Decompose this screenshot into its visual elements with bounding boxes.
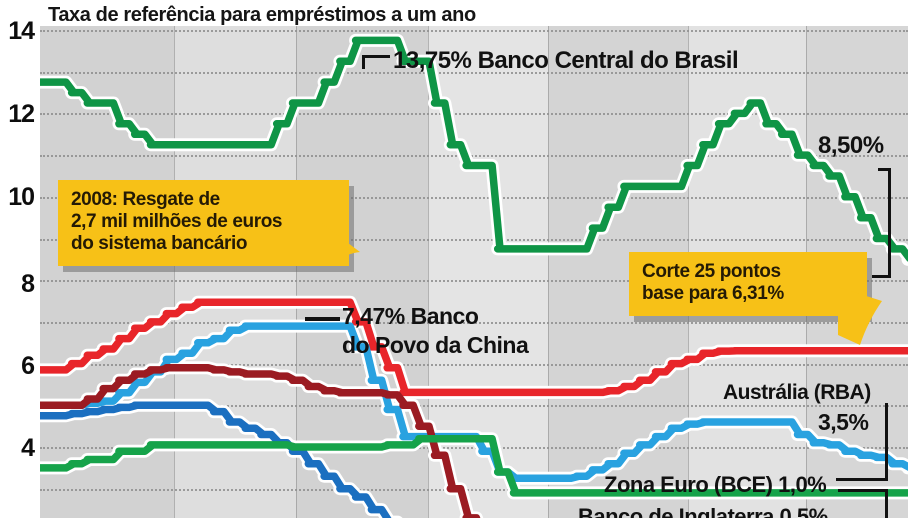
zona-euro-leader-down [885,489,888,518]
gridline [40,321,908,324]
chart-title: Taxa de referência para empréstimos a um… [48,4,476,26]
gridline [40,238,908,241]
gridline [40,196,908,199]
y-axis-tick-8: 8 [21,270,35,298]
callout-resgate-tail [320,222,360,266]
zona-euro-label: Zona Euro (BCE) 1,0% [604,472,827,497]
inglaterra-label: Banco de Inglaterra 0,5% [578,504,828,518]
gridline [40,488,908,491]
brasil-final-bracket-bottom [872,275,891,278]
vertical-divider [296,26,297,518]
brasil-final-value: 8,50% [818,132,884,159]
callout-corte-line2: base para 6,31% [642,283,784,305]
gridline [40,30,908,32]
gridline [40,280,908,283]
brasil-leader-vertical [362,55,365,69]
callout-resgate-line2: 2,7 mil milhões de euros [71,211,283,233]
vertical-divider [428,26,429,518]
callout-corte-line1: Corte 25 pontos [642,261,781,282]
callout-resgate: 2008: Resgate de 2,7 mil milhões de euro… [58,180,349,267]
vertical-divider [174,26,175,518]
callout-corte: Corte 25 pontos base para 6,31% [629,252,867,317]
series-line-banco-central-do-brasil [40,36,908,264]
brasil-leader-horizontal [362,55,390,58]
brasil-final-bracket-top [878,168,891,171]
y-axis-tick-14: 14 [8,17,35,45]
callout-corte-tail [838,287,882,345]
series-line-zona-euro-bce- [40,401,392,518]
vertical-divider [548,26,549,518]
gridline [40,113,908,116]
china-leader [305,317,340,321]
series-line-banco-do-povo-da-china [40,298,908,397]
gridline [40,71,908,74]
australia-bracket-vertical [885,403,888,481]
china-label-line2: do Povo da China [342,332,529,358]
y-axis-tick-6: 6 [21,352,35,380]
series-lines [40,33,908,518]
australia-bracket-bottom [836,478,888,481]
china-label-line1: 7,47% Banco [342,303,479,329]
gridline [40,155,908,158]
australia-label: Austrália (RBA) [723,381,871,404]
zona-euro-leader [838,489,888,492]
y-axis-tick-10: 10 [8,183,35,211]
series-line-outro-banco-central [40,434,908,497]
callout-resgate-line3: do sistema bancário [71,233,248,255]
gridline [40,447,908,449]
brasil-label: 13,75% Banco Central do Brasil [393,47,739,74]
callout-resgate-line1: 2008: Resgate de [71,189,220,210]
gridline [40,405,908,408]
gridline [40,363,908,366]
brasil-final-bracket-vertical [888,168,891,278]
australia-value: 3,5% [818,409,869,435]
y-axis-tick-4: 4 [21,434,35,462]
series-line-banco-de-inglaterra [40,364,481,518]
y-axis-tick-12: 12 [8,100,35,128]
